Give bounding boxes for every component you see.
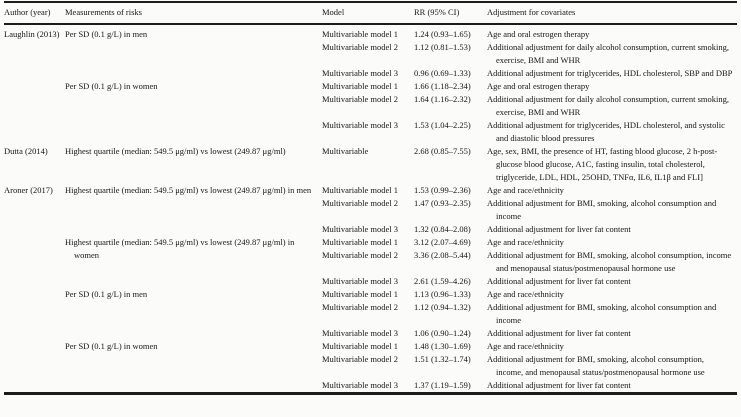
measurement-cell: Per SD (0.1 g/L) in women <box>65 81 158 91</box>
adjustment-cell: Additional adjustment for BMI, smoking, … <box>487 198 717 221</box>
model-cell: Multivariable <box>322 146 369 156</box>
table-row: Per SD (0.1 g/L) in women Multivariable m… <box>4 340 737 353</box>
adjustment-cell: Age and oral estrogen therapy <box>487 29 590 39</box>
table-row: Multivariable model 3 1.32 (0.84–2.08) Add… <box>4 223 737 236</box>
rr-value-cell: 1.06 (0.90–1.24) <box>414 328 471 338</box>
rr-value-cell: 1.53 (0.99–2.36) <box>414 185 471 195</box>
model-cell: Multivariable model 3 <box>322 328 399 338</box>
model-cell: Multivariable model 2 <box>322 302 399 312</box>
table-row: Multivariable model 3 1.37 (1.19–1.59) Add… <box>4 379 737 394</box>
rr-value-cell: 1.37 (1.19–1.59) <box>414 380 471 390</box>
table-row: Per SD (0.1 g/L) in men Multivariable mod… <box>4 288 737 301</box>
measurement-cell: Highest quartile (median: 549.5 μg/ml) v… <box>65 185 312 195</box>
adjustment-cell: Age and race/ethnicity <box>487 237 564 247</box>
measurement-cell: Per SD (0.1 g/L) in men <box>65 29 148 39</box>
model-cell: Multivariable model 1 <box>322 185 399 195</box>
column-header-measurements: Measurements of risks <box>65 2 322 25</box>
rr-value-cell: 1.47 (0.93–2.35) <box>414 198 471 208</box>
adjustment-cell: Additional adjustment for BMI, smoking, … <box>487 250 732 273</box>
table-row: Multivariable model 2 3.36 (2.08–5.44) Add… <box>4 249 737 275</box>
rr-value-cell: 1.48 (1.30–1.69) <box>414 341 471 351</box>
rr-value-cell: 1.12 (0.94–1.32) <box>414 302 471 312</box>
adjustment-cell: Additional adjustment for liver fat cont… <box>487 380 631 390</box>
adjustment-cell: Age and race/ethnicity <box>487 185 564 195</box>
model-cell: Multivariable model 3 <box>322 224 399 234</box>
adjustment-cell: Age and oral estrogen therapy <box>487 81 590 91</box>
model-cell: Multivariable model 2 <box>322 354 399 364</box>
model-cell: Multivariable model 1 <box>322 29 399 39</box>
rr-value-cell: 1.24 (0.93–1.65) <box>414 29 471 39</box>
column-header-author: Author (year) <box>4 2 65 25</box>
column-header-adjustment: Adjustment for covariates <box>487 2 737 25</box>
table-row: Multivariable model 3 0.96 (0.69–1.33) Add… <box>4 67 737 80</box>
measurement-cell: Per SD (0.1 g/L) in men <box>65 289 148 299</box>
adjustment-cell: Additional adjustment for BMI, smoking, … <box>487 302 717 325</box>
model-cell: Multivariable model 3 <box>322 120 399 130</box>
model-cell: Multivariable model 2 <box>322 198 399 208</box>
model-cell: Multivariable model 1 <box>322 237 399 247</box>
rr-value-cell: 1.13 (0.96–1.33) <box>414 289 471 299</box>
table-row: Aroner (2017) Highest quartile (median: 5… <box>4 184 737 197</box>
adjustment-cell: Additional adjustment for liver fat cont… <box>487 224 631 234</box>
column-header-rr: RR (95% CI) <box>414 2 487 25</box>
table-row: Multivariable model 2 1.12 (0.81–1.53) Add… <box>4 41 737 67</box>
risk-measurements-table: Author (year) Measurements of risks Mode… <box>4 1 737 395</box>
author-cell: Aroner (2017) <box>4 185 53 195</box>
model-cell: Multivariable model 2 <box>322 94 399 104</box>
model-cell: Multivariable model 1 <box>322 289 399 299</box>
model-cell: Multivariable model 1 <box>322 81 399 91</box>
model-cell: Multivariable model 1 <box>322 341 399 351</box>
rr-value-cell: 2.68 (0.85–7.55) <box>414 146 471 156</box>
rr-value-cell: 1.64 (1.16–2.32) <box>414 94 471 104</box>
table-row: Per SD (0.1 g/L) in women Multivariable m… <box>4 80 737 93</box>
table-row: Multivariable model 2 1.51 (1.32–1.74) Add… <box>4 353 737 379</box>
author-cell: Laughlin (2013) <box>4 29 60 39</box>
table-row: Multivariable model 2 1.64 (1.16–2.32) Add… <box>4 93 737 119</box>
rr-value-cell: 1.51 (1.32–1.74) <box>414 354 471 364</box>
adjustment-cell: Additional adjustment for triglycerides,… <box>487 68 733 78</box>
rr-value-cell: 1.53 (1.04–2.25) <box>414 120 471 130</box>
adjustment-cell: Additional adjustment for daily alcohol … <box>487 42 729 65</box>
table-row: Multivariable model 2 1.12 (0.94–1.32) Add… <box>4 301 737 327</box>
adjustment-cell: Age, sex, BMI, the presence of HT, fasti… <box>487 146 718 182</box>
adjustment-cell: Additional adjustment for daily alcohol … <box>487 94 729 117</box>
model-cell: Multivariable model 3 <box>322 380 399 390</box>
table-row: Multivariable model 3 1.53 (1.04–2.25) Add… <box>4 119 737 145</box>
adjustment-cell: Additional adjustment for liver fat cont… <box>487 328 631 338</box>
adjustment-cell: Additional adjustment for triglycerides,… <box>487 120 725 143</box>
adjustment-cell: Age and race/ethnicity <box>487 341 564 351</box>
table-row: Multivariable model 3 1.06 (0.90–1.24) Add… <box>4 327 737 340</box>
table-row: Multivariable model 3 2.61 (1.59–4.26) Add… <box>4 275 737 288</box>
table-row: Multivariable model 2 1.47 (0.93–2.35) Add… <box>4 197 737 223</box>
measurement-cell: Per SD (0.1 g/L) in women <box>65 341 158 351</box>
column-header-model: Model <box>322 2 414 25</box>
measurement-cell: Highest quartile (median: 549.5 μg/ml) v… <box>65 146 286 156</box>
table-row: Highest quartile (median: 549.5 μg/ml) v… <box>4 236 737 260</box>
rr-value-cell: 1.12 (0.81–1.53) <box>414 42 471 52</box>
header-row: Author (year) Measurements of risks Mode… <box>4 2 737 25</box>
adjustment-cell: Additional adjustment for BMI, smoking, … <box>487 354 705 377</box>
rr-value-cell: 3.36 (2.08–5.44) <box>414 250 471 260</box>
model-cell: Multivariable model 3 <box>322 276 399 286</box>
model-cell: Multivariable model 2 <box>322 42 399 52</box>
table-row: Dutta (2014) Highest quartile (median: 54… <box>4 145 737 184</box>
adjustment-cell: Additional adjustment for liver fat cont… <box>487 276 631 286</box>
measurement-cell: Highest quartile (median: 549.5 μg/ml) v… <box>65 237 295 260</box>
rr-value-cell: 1.66 (1.18–2.34) <box>414 81 471 91</box>
model-cell: Multivariable model 3 <box>322 68 399 78</box>
model-cell: Multivariable model 2 <box>322 250 399 260</box>
rr-value-cell: 1.32 (0.84–2.08) <box>414 224 471 234</box>
adjustment-cell: Age and race/ethnicity <box>487 289 564 299</box>
table-row: Laughlin (2013) Per SD (0.1 g/L) in men Mu… <box>4 24 737 41</box>
rr-value-cell: 2.61 (1.59–4.26) <box>414 276 471 286</box>
table-body: Laughlin (2013) Per SD (0.1 g/L) in men Mu… <box>4 24 737 394</box>
author-cell: Dutta (2014) <box>4 146 48 156</box>
rr-value-cell: 3.12 (2.07–4.69) <box>414 237 471 247</box>
rr-value-cell: 0.96 (0.69–1.33) <box>414 68 471 78</box>
